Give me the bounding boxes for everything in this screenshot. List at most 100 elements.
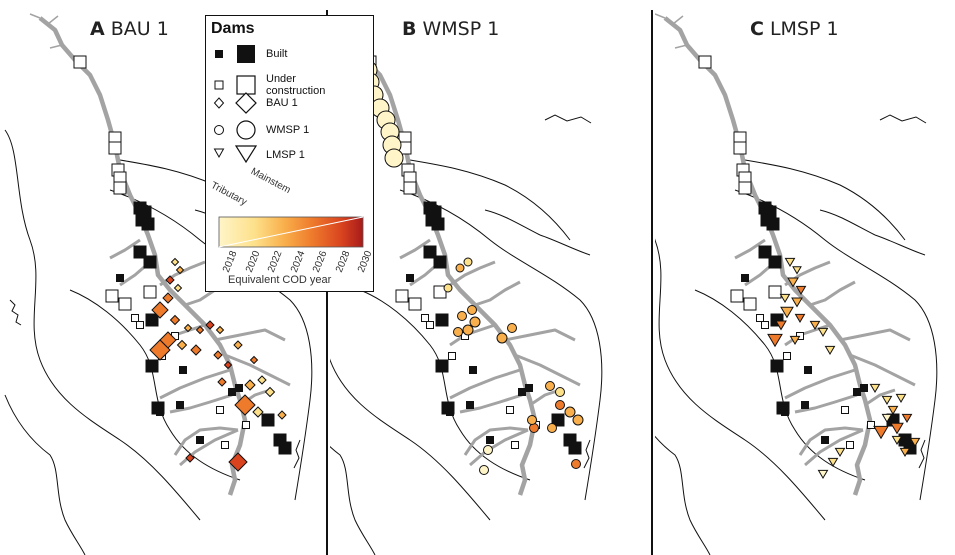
panel-label-b: B WMSP 1 xyxy=(402,18,499,40)
dam-marker xyxy=(273,433,287,447)
dam-marker xyxy=(455,263,465,273)
dam-marker xyxy=(527,415,537,425)
legend: Dams Built Under construction BAU 1 WMSP… xyxy=(205,15,375,292)
dam-marker xyxy=(252,406,264,418)
legend-label-bau: BAU 1 xyxy=(266,97,298,109)
country-border xyxy=(330,445,376,555)
built-large-icon xyxy=(237,45,255,63)
dam-marker xyxy=(511,441,519,449)
panel-name: LMSP 1 xyxy=(769,18,839,40)
dam-marker xyxy=(426,321,434,329)
dam-marker xyxy=(384,148,404,168)
country-border xyxy=(399,189,603,501)
dam-marker xyxy=(792,266,802,275)
dam-marker xyxy=(738,181,752,195)
dam-marker xyxy=(176,339,188,351)
dam-marker xyxy=(73,55,87,69)
dam-marker xyxy=(730,289,744,303)
river-tributary xyxy=(839,328,911,342)
dam-marker xyxy=(780,306,794,319)
dam-marker xyxy=(116,274,124,282)
map-base xyxy=(655,13,938,555)
dam-marker xyxy=(909,437,921,448)
legend-title: Dams xyxy=(211,20,255,37)
dam-marker xyxy=(733,141,747,155)
country-border xyxy=(734,189,938,501)
dam-marker xyxy=(834,447,846,458)
country-border xyxy=(69,289,241,481)
dam-marker xyxy=(179,366,187,374)
dam-marker xyxy=(113,181,127,195)
river-tributary xyxy=(734,238,766,260)
dam-marker xyxy=(563,433,577,447)
map-svg-b xyxy=(330,15,603,555)
dam-marker xyxy=(190,344,202,356)
dam-marker xyxy=(795,285,807,296)
dam-marker xyxy=(257,375,267,385)
dam-marker xyxy=(789,335,801,346)
river-tributary xyxy=(504,328,576,342)
map-panel-bau1: A BAU 1 xyxy=(0,0,325,555)
country-border xyxy=(819,209,876,236)
river-headwaters xyxy=(655,13,688,49)
dam-marker xyxy=(463,257,473,267)
dam-marker xyxy=(448,352,456,360)
river-tributary xyxy=(798,426,864,456)
colorbar-split xyxy=(218,216,364,248)
dam-marker xyxy=(143,255,157,269)
dam-marker xyxy=(170,257,180,267)
dam-marker xyxy=(469,316,481,328)
country-border xyxy=(359,289,531,481)
panel-letter: A xyxy=(90,18,105,40)
dam-marker xyxy=(496,332,508,344)
dam-marker xyxy=(887,405,899,416)
dam-marker xyxy=(770,359,784,373)
coastline xyxy=(9,299,22,326)
dam-marker xyxy=(783,352,791,360)
river-tributary xyxy=(809,280,856,307)
river-tributary xyxy=(109,238,141,260)
dam-marker xyxy=(223,360,233,370)
dam-marker xyxy=(156,408,164,416)
dam-marker xyxy=(467,305,477,315)
dam-marker xyxy=(453,327,463,337)
dam-marker xyxy=(264,386,276,398)
dam-marker xyxy=(408,297,422,311)
dam-marker xyxy=(185,453,195,463)
river-tributary xyxy=(224,353,291,387)
dam-marker xyxy=(768,285,782,299)
dam-marker xyxy=(572,414,584,426)
river-tributary xyxy=(529,388,561,407)
dam-marker xyxy=(506,406,514,414)
dam-marker xyxy=(446,408,454,416)
dam-marker xyxy=(809,320,821,331)
panel-letter: C xyxy=(750,18,764,40)
bau-large-icon xyxy=(235,92,257,114)
dam-marker xyxy=(141,217,155,231)
dam-marker xyxy=(784,257,796,268)
dam-marker xyxy=(787,277,799,288)
dam-marker xyxy=(518,388,526,396)
dam-marker xyxy=(768,255,782,269)
river-tributary xyxy=(849,353,916,387)
dam-marker xyxy=(779,293,791,304)
dam-marker xyxy=(801,401,809,409)
dam-marker xyxy=(483,445,493,455)
dam-marker xyxy=(555,387,565,397)
panel-letter: B xyxy=(402,18,417,40)
coastline xyxy=(293,439,301,469)
dam-marker xyxy=(277,410,287,420)
dam-marker xyxy=(242,421,250,429)
country-border xyxy=(744,159,906,241)
dam-marker xyxy=(898,433,912,447)
dam-marker xyxy=(571,459,581,469)
wmsp-large-icon xyxy=(236,120,256,140)
dam-marker xyxy=(486,436,494,444)
dam-marker xyxy=(195,325,205,335)
dam-marker xyxy=(149,339,171,361)
dam-marker xyxy=(228,388,236,396)
dam-marker xyxy=(507,323,517,333)
dam-marker xyxy=(196,436,204,444)
dam-marker xyxy=(215,325,225,335)
dam-marker xyxy=(756,314,764,322)
